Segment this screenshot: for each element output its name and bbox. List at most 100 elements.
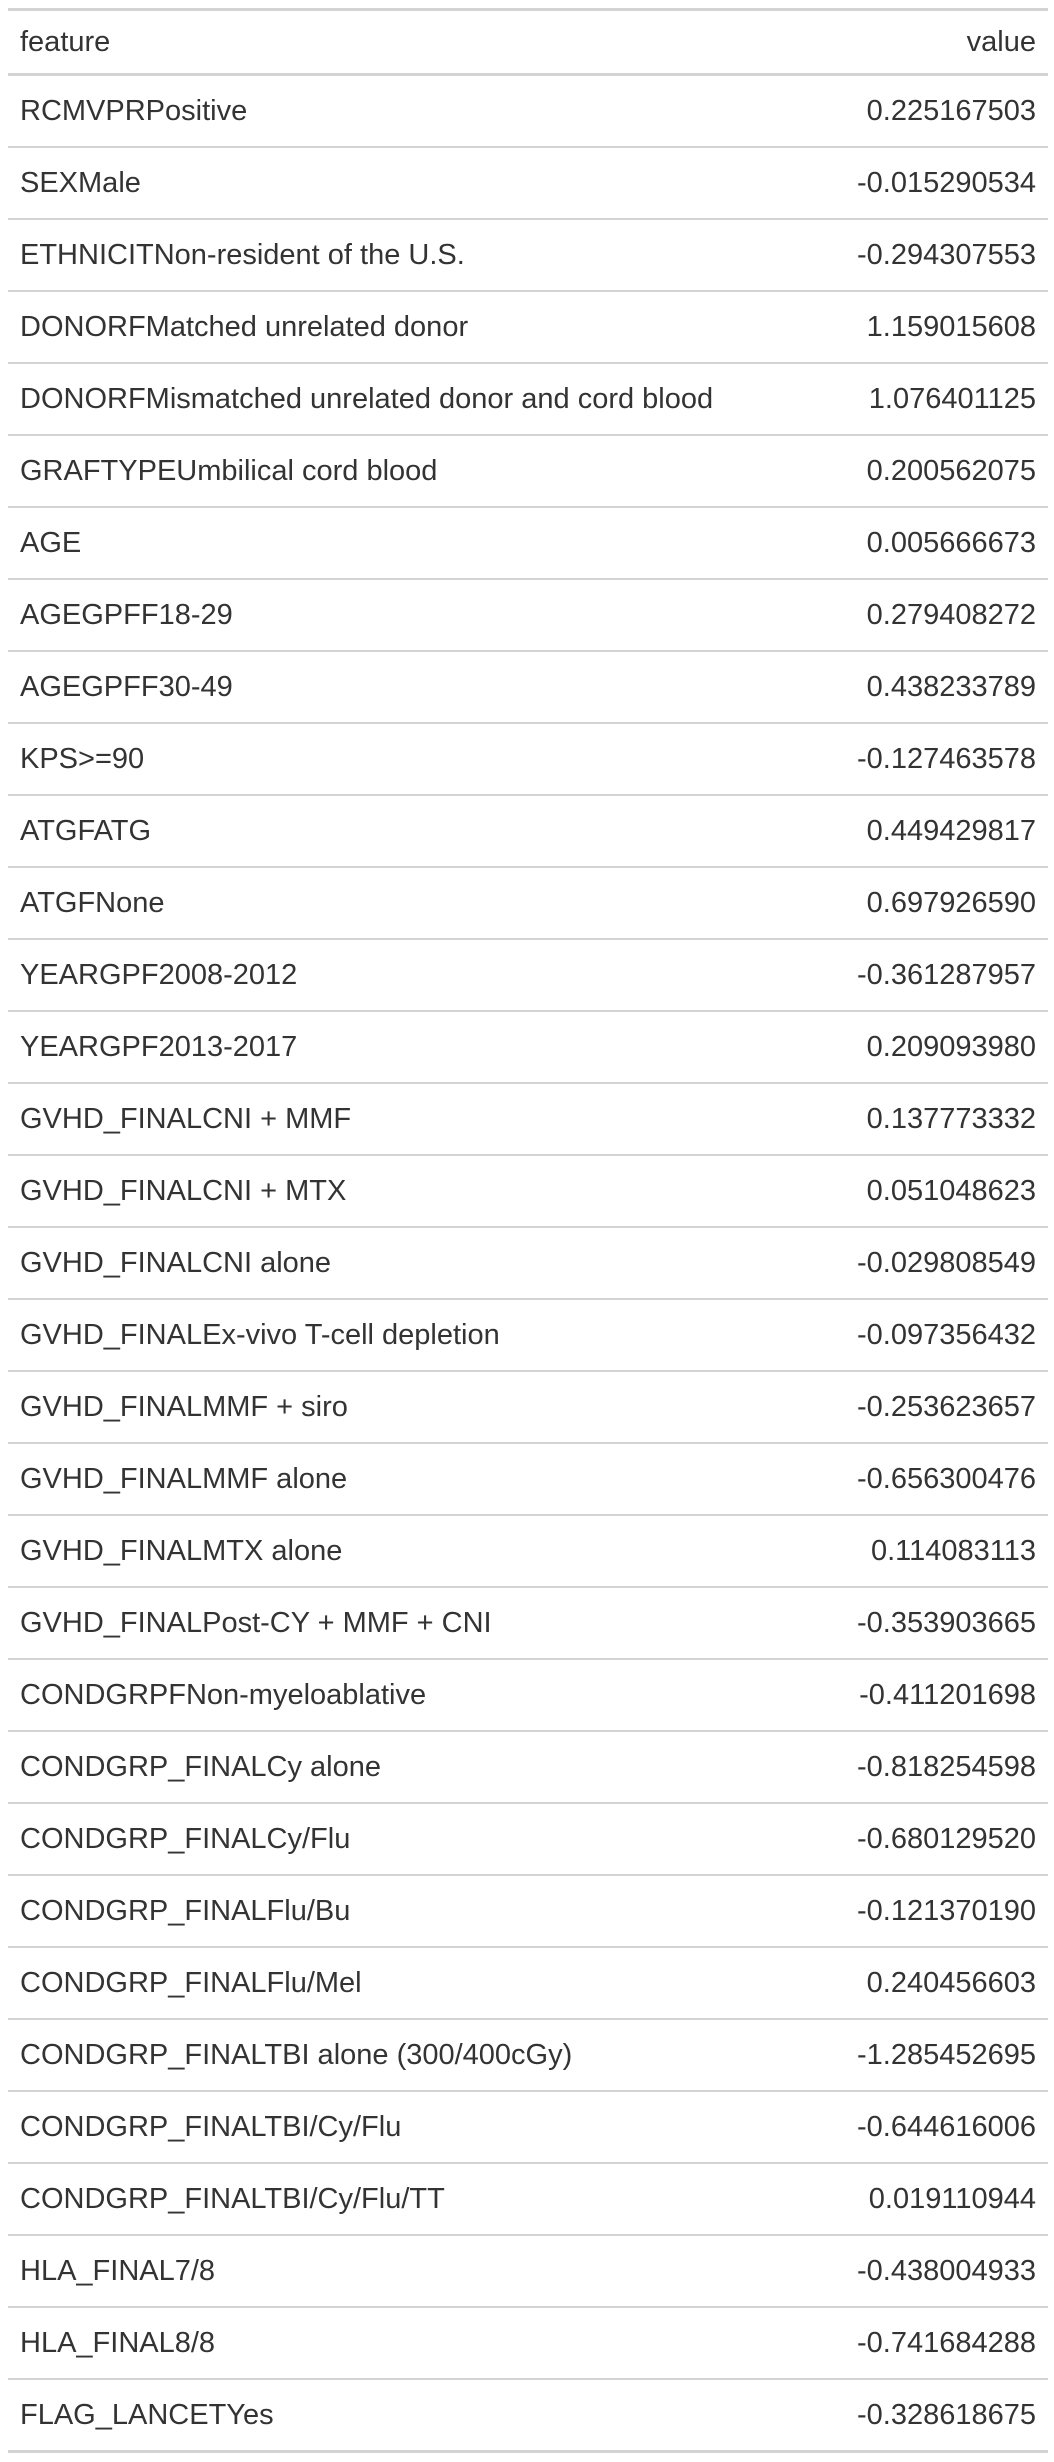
table-row: CONDGRP_FINALTBI alone (300/400cGy) -1.28… xyxy=(8,2018,1048,2091)
table-row: GVHD_FINALCNI alone -0.029808549 xyxy=(8,1226,1048,1299)
table-row: ETHNICITNon-resident of the U.S. -0.29430… xyxy=(8,218,1048,291)
value-cell: 0.200562075 xyxy=(818,434,1048,507)
feature-cell: CONDGRP_FINALTBI alone (300/400cGy) xyxy=(8,2018,819,2091)
value-cell: 0.209093980 xyxy=(818,1010,1048,1083)
value-cell: -0.253623657 xyxy=(818,1370,1048,1443)
table-row: GVHD_FINALPost-CY + MMF + CNI -0.35390366… xyxy=(8,1586,1048,1659)
header-row: feature value xyxy=(8,9,1048,76)
table-row: CONDGRP_FINALTBI/Cy/Flu/TT 0.019110944 xyxy=(8,2162,1048,2235)
feature-cell: DONORFMatched unrelated donor xyxy=(8,290,819,363)
value-cell: -1.285452695 xyxy=(818,2018,1048,2091)
table-row: CONDGRP_FINALCy/Flu -0.680129520 xyxy=(8,1802,1048,1875)
feature-cell: GVHD_FINALCNI + MTX xyxy=(8,1154,819,1227)
value-cell: 0.240456603 xyxy=(818,1946,1048,2019)
feature-cell: CONDGRP_FINALFlu/Bu xyxy=(8,1874,819,1947)
table-row: FLAG_LANCETYes -0.328618675 xyxy=(8,2378,1048,2452)
feature-value-table: feature value RCMVPRPositive 0.225167503 S… xyxy=(8,8,1048,2453)
table-header: feature value xyxy=(8,9,1048,76)
feature-cell: YEARGPF2008-2012 xyxy=(8,938,819,1011)
value-cell: 0.279408272 xyxy=(818,578,1048,651)
feature-cell: CONDGRP_FINALTBI/Cy/Flu/TT xyxy=(8,2162,819,2235)
value-cell: -0.121370190 xyxy=(818,1874,1048,1947)
column-header-feature: feature xyxy=(8,9,819,76)
feature-cell: GVHD_FINALMTX alone xyxy=(8,1514,819,1587)
value-cell: -0.656300476 xyxy=(818,1442,1048,1515)
value-cell: -0.361287957 xyxy=(818,938,1048,1011)
table-row: RCMVPRPositive 0.225167503 xyxy=(8,75,1048,148)
feature-cell: YEARGPF2013-2017 xyxy=(8,1010,819,1083)
value-cell: -0.328618675 xyxy=(818,2378,1048,2452)
feature-cell: AGE xyxy=(8,506,819,579)
table-row: GVHD_FINALCNI + MTX 0.051048623 xyxy=(8,1154,1048,1227)
table-row: YEARGPF2008-2012 -0.361287957 xyxy=(8,938,1048,1011)
value-cell: 0.005666673 xyxy=(818,506,1048,579)
value-cell: 1.159015608 xyxy=(818,290,1048,363)
table-row: GRAFTYPEUmbilical cord blood 0.200562075 xyxy=(8,434,1048,507)
feature-cell: AGEGPFF18-29 xyxy=(8,578,819,651)
feature-cell: KPS>=90 xyxy=(8,722,819,795)
value-cell: -0.127463578 xyxy=(818,722,1048,795)
table-row: DONORFMatched unrelated donor 1.159015608 xyxy=(8,290,1048,363)
column-header-value: value xyxy=(818,9,1048,76)
feature-cell: SEXMale xyxy=(8,146,819,219)
feature-cell: CONDGRP_FINALTBI/Cy/Flu xyxy=(8,2090,819,2163)
feature-cell: GVHD_FINALCNI + MMF xyxy=(8,1082,819,1155)
value-cell: 0.697926590 xyxy=(818,866,1048,939)
feature-cell: GVHD_FINALMMF alone xyxy=(8,1442,819,1515)
feature-cell: ATGFATG xyxy=(8,794,819,867)
table-body: RCMVPRPositive 0.225167503 SEXMale -0.01529… xyxy=(8,75,1048,2452)
feature-cell: CONDGRP_FINALFlu/Mel xyxy=(8,1946,819,2019)
value-cell: -0.097356432 xyxy=(818,1298,1048,1371)
table-row: AGE 0.005666673 xyxy=(8,506,1048,579)
table-row: KPS>=90 -0.127463578 xyxy=(8,722,1048,795)
value-cell: -0.353903665 xyxy=(818,1586,1048,1659)
value-cell: -0.015290534 xyxy=(818,146,1048,219)
value-cell: -0.029808549 xyxy=(818,1226,1048,1299)
feature-cell: CONDGRPFNon-myeloablative xyxy=(8,1658,819,1731)
table-row: AGEGPFF18-29 0.279408272 xyxy=(8,578,1048,651)
feature-cell: CONDGRP_FINALCy/Flu xyxy=(8,1802,819,1875)
value-cell: 0.051048623 xyxy=(818,1154,1048,1227)
value-cell: -0.644616006 xyxy=(818,2090,1048,2163)
feature-cell: GVHD_FINALCNI alone xyxy=(8,1226,819,1299)
table-row: GVHD_FINALMMF + siro -0.253623657 xyxy=(8,1370,1048,1443)
value-cell: 0.137773332 xyxy=(818,1082,1048,1155)
feature-cell: HLA_FINAL8/8 xyxy=(8,2306,819,2379)
feature-cell: GVHD_FINALMMF + siro xyxy=(8,1370,819,1443)
feature-cell: RCMVPRPositive xyxy=(20,94,248,127)
value-cell: -0.438004933 xyxy=(818,2234,1048,2307)
table-row: YEARGPF2013-2017 0.209093980 xyxy=(8,1010,1048,1083)
feature-cell: CONDGRP_FINALCy alone xyxy=(8,1730,819,1803)
feature-cell: GRAFTYPEUmbilical cord blood xyxy=(8,434,819,507)
table-row: ATGFNone 0.697926590 xyxy=(8,866,1048,939)
value-cell: -0.741684288 xyxy=(818,2306,1048,2379)
table-row: ATGFATG 0.449429817 xyxy=(8,794,1048,867)
value-cell: -0.680129520 xyxy=(818,1802,1048,1875)
feature-cell: AGEGPFF30-49 xyxy=(8,650,819,723)
value-cell: -0.818254598 xyxy=(818,1730,1048,1803)
feature-cell: HLA_FINAL7/8 xyxy=(8,2234,819,2307)
value-cell: 0.449429817 xyxy=(818,794,1048,867)
value-cell: 0.019110944 xyxy=(818,2162,1048,2235)
table-row: GVHD_FINALEx-vivo T-cell depletion -0.097… xyxy=(8,1298,1048,1371)
value-cell: 0.438233789 xyxy=(818,650,1048,723)
feature-cell: GVHD_FINALEx-vivo T-cell depletion xyxy=(8,1298,819,1371)
feature-cell: ETHNICITNon-resident of the U.S. xyxy=(8,218,819,291)
table-row: CONDGRP_FINALFlu/Mel 0.240456603 xyxy=(8,1946,1048,2019)
value-cell: 0.114083113 xyxy=(818,1514,1048,1587)
value-cell: 0.225167503 xyxy=(866,94,1036,127)
table-row: CONDGRP_FINALCy alone -0.818254598 xyxy=(8,1730,1048,1803)
table-row: CONDGRP_FINALTBI/Cy/Flu -0.644616006 xyxy=(8,2090,1048,2163)
feature-cell: DONORFMismatched unrelated donor and cor… xyxy=(8,362,819,435)
table-row: GVHD_FINALMMF alone -0.656300476 xyxy=(8,1442,1048,1515)
feature-cell: FLAG_LANCETYes xyxy=(8,2378,819,2452)
table-row: CONDGRP_FINALFlu/Bu -0.121370190 xyxy=(8,1874,1048,1947)
value-cell: -0.411201698 xyxy=(818,1658,1048,1731)
feature-cell: ATGFNone xyxy=(8,866,819,939)
table-row: DONORFMismatched unrelated donor and cor… xyxy=(8,362,1048,435)
table-row: CONDGRPFNon-myeloablative -0.411201698 xyxy=(8,1658,1048,1731)
table-row: AGEGPFF30-49 0.438233789 xyxy=(8,650,1048,723)
table-row: HLA_FINAL8/8 -0.741684288 xyxy=(8,2306,1048,2379)
table-row: HLA_FINAL7/8 -0.438004933 xyxy=(8,2234,1048,2307)
